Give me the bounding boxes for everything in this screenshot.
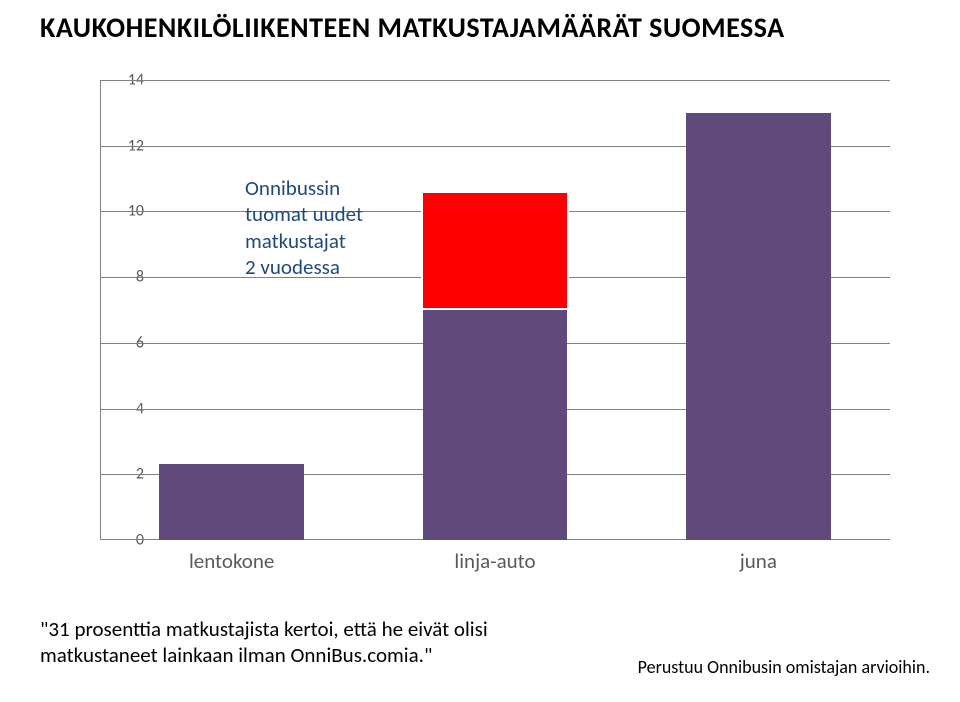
page-title: KAUKOHENKILÖLIIKENTEEN MATKUSTAJAMÄÄRÄT … — [40, 10, 920, 45]
annotation-line: Onnibussin — [245, 175, 363, 201]
bar-base — [423, 310, 568, 540]
annotation-line: tuomat uudet — [245, 201, 363, 227]
annotation-line: 2 vuodessa — [245, 254, 363, 280]
bar-chart: 02468101214 lentokonelinja-autojuna Onni… — [60, 70, 900, 590]
annotation-line: matkustajat — [245, 228, 363, 254]
x-axis-category-label: linja-auto — [415, 548, 575, 574]
bar-base — [686, 113, 831, 540]
bar-base — [159, 464, 304, 540]
x-axis-category-label: lentokone — [152, 548, 312, 574]
x-axis-category-label: juna — [678, 548, 838, 574]
bar-overlay — [421, 191, 570, 310]
source-text: Perustuu Onnibusin omistajan arvioihin. — [638, 656, 930, 678]
quote-text: "31 prosenttia matkustajista kertoi, ett… — [40, 616, 600, 669]
chart-annotation: Onnibussintuomat uudetmatkustajat2 vuode… — [245, 175, 363, 280]
